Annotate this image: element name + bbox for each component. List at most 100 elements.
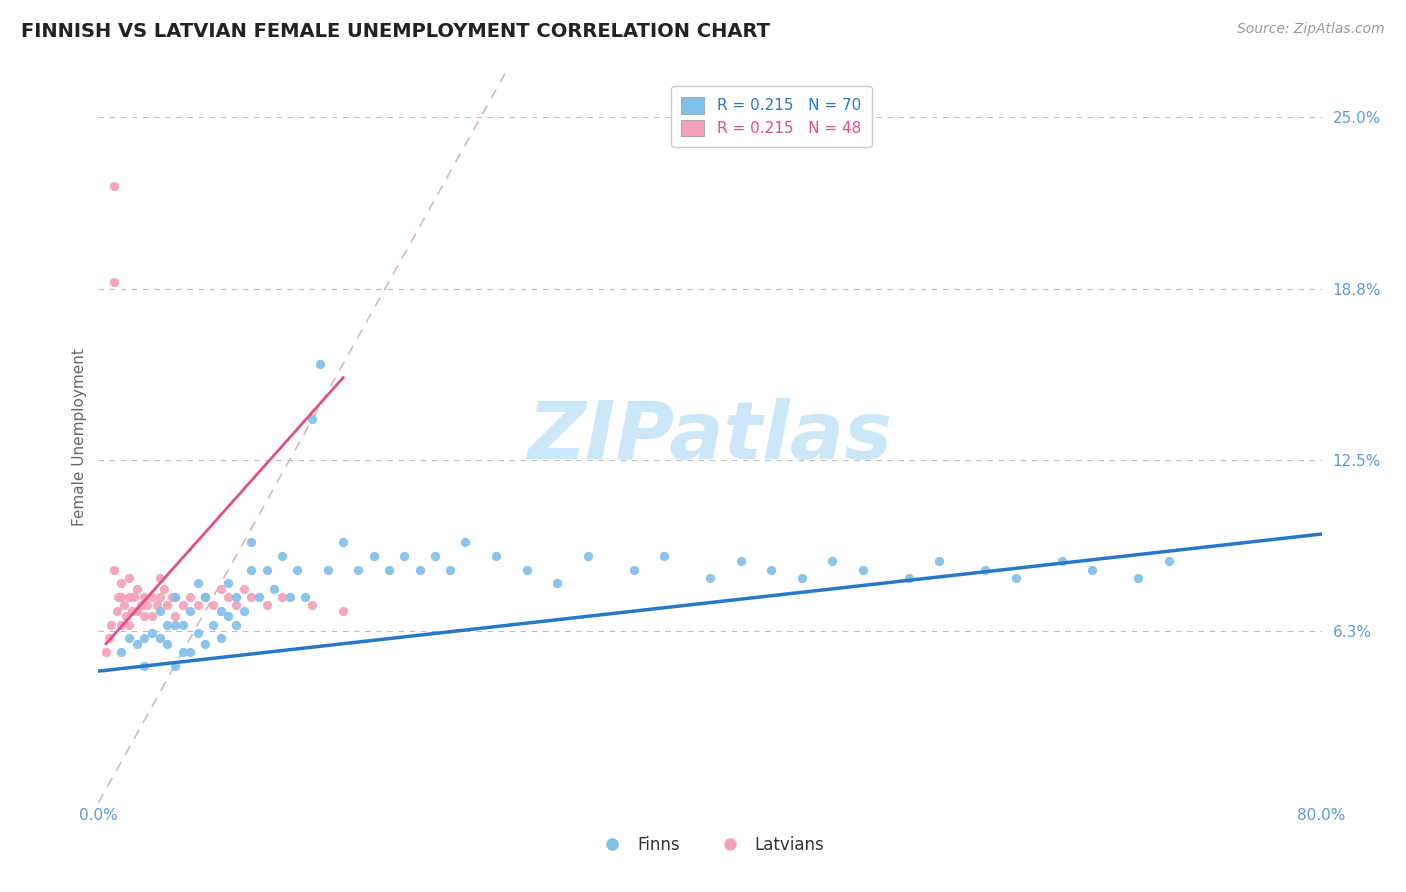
Point — [232, 582, 254, 596]
Point — [1004, 571, 1026, 585]
Point — [125, 637, 148, 651]
Point — [225, 599, 247, 613]
Point — [928, 554, 950, 568]
Text: ZIPatlas: ZIPatlas — [527, 398, 893, 476]
Point — [240, 563, 263, 577]
Point — [141, 590, 163, 604]
Point — [294, 590, 316, 604]
Point — [485, 549, 508, 563]
Point — [1050, 554, 1073, 568]
Point — [194, 590, 217, 604]
Point — [247, 590, 270, 604]
Point — [160, 590, 183, 604]
Point — [309, 357, 332, 371]
Point — [270, 590, 292, 604]
Point — [110, 576, 132, 591]
Point — [194, 637, 217, 651]
Point — [759, 563, 782, 577]
Point — [163, 609, 186, 624]
Point — [217, 576, 239, 591]
Point — [730, 554, 752, 568]
Point — [163, 590, 186, 604]
Point — [1081, 563, 1104, 577]
Point — [100, 617, 122, 632]
Point — [118, 617, 141, 632]
Point — [202, 599, 225, 613]
Point — [141, 625, 163, 640]
Point — [699, 571, 721, 585]
Point — [256, 563, 278, 577]
Point — [378, 563, 401, 577]
Point — [232, 604, 254, 618]
Point — [94, 645, 117, 659]
Point — [103, 563, 125, 577]
Point — [103, 178, 125, 193]
Point — [129, 599, 152, 613]
Point — [852, 563, 875, 577]
Point — [115, 609, 138, 624]
Point — [363, 549, 385, 563]
Point — [156, 599, 179, 613]
Point — [576, 549, 599, 563]
Point — [187, 599, 209, 613]
Point — [179, 590, 201, 604]
Point — [118, 571, 141, 585]
Point — [156, 617, 179, 632]
Point — [98, 632, 121, 646]
Point — [110, 617, 132, 632]
Point — [110, 645, 132, 659]
Point — [134, 590, 156, 604]
Point — [217, 609, 239, 624]
Point — [225, 590, 247, 604]
Point — [187, 625, 209, 640]
Point — [454, 535, 477, 549]
Point — [546, 576, 568, 591]
Point — [301, 412, 323, 426]
Point — [121, 604, 143, 618]
Point — [103, 275, 125, 289]
Point — [225, 617, 247, 632]
Point — [202, 617, 225, 632]
Legend: Finns, Latvians: Finns, Latvians — [589, 829, 831, 860]
Point — [163, 658, 186, 673]
Point — [172, 645, 194, 659]
Point — [285, 563, 308, 577]
Point — [516, 563, 538, 577]
Point — [256, 599, 278, 613]
Point — [110, 590, 132, 604]
Point — [194, 590, 217, 604]
Point — [209, 582, 232, 596]
Point — [149, 604, 172, 618]
Point — [179, 604, 201, 618]
Point — [392, 549, 416, 563]
Point — [118, 632, 141, 646]
Point — [263, 582, 285, 596]
Point — [149, 632, 172, 646]
Point — [1128, 571, 1150, 585]
Point — [316, 563, 339, 577]
Point — [423, 549, 446, 563]
Point — [347, 563, 370, 577]
Text: FINNISH VS LATVIAN FEMALE UNEMPLOYMENT CORRELATION CHART: FINNISH VS LATVIAN FEMALE UNEMPLOYMENT C… — [21, 22, 770, 41]
Point — [278, 590, 301, 604]
Text: Source: ZipAtlas.com: Source: ZipAtlas.com — [1237, 22, 1385, 37]
Point — [1157, 554, 1180, 568]
Point — [145, 599, 167, 613]
Point — [107, 590, 129, 604]
Point — [240, 590, 263, 604]
Point — [209, 632, 232, 646]
Point — [209, 604, 232, 618]
Y-axis label: Female Unemployment: Female Unemployment — [72, 348, 87, 526]
Point — [125, 582, 148, 596]
Point — [439, 563, 461, 577]
Point — [623, 563, 645, 577]
Point — [156, 637, 179, 651]
Point — [163, 590, 186, 604]
Point — [153, 582, 176, 596]
Point — [652, 549, 675, 563]
Point — [821, 554, 844, 568]
Point — [122, 590, 145, 604]
Point — [217, 590, 239, 604]
Point — [149, 571, 172, 585]
Point — [187, 576, 209, 591]
